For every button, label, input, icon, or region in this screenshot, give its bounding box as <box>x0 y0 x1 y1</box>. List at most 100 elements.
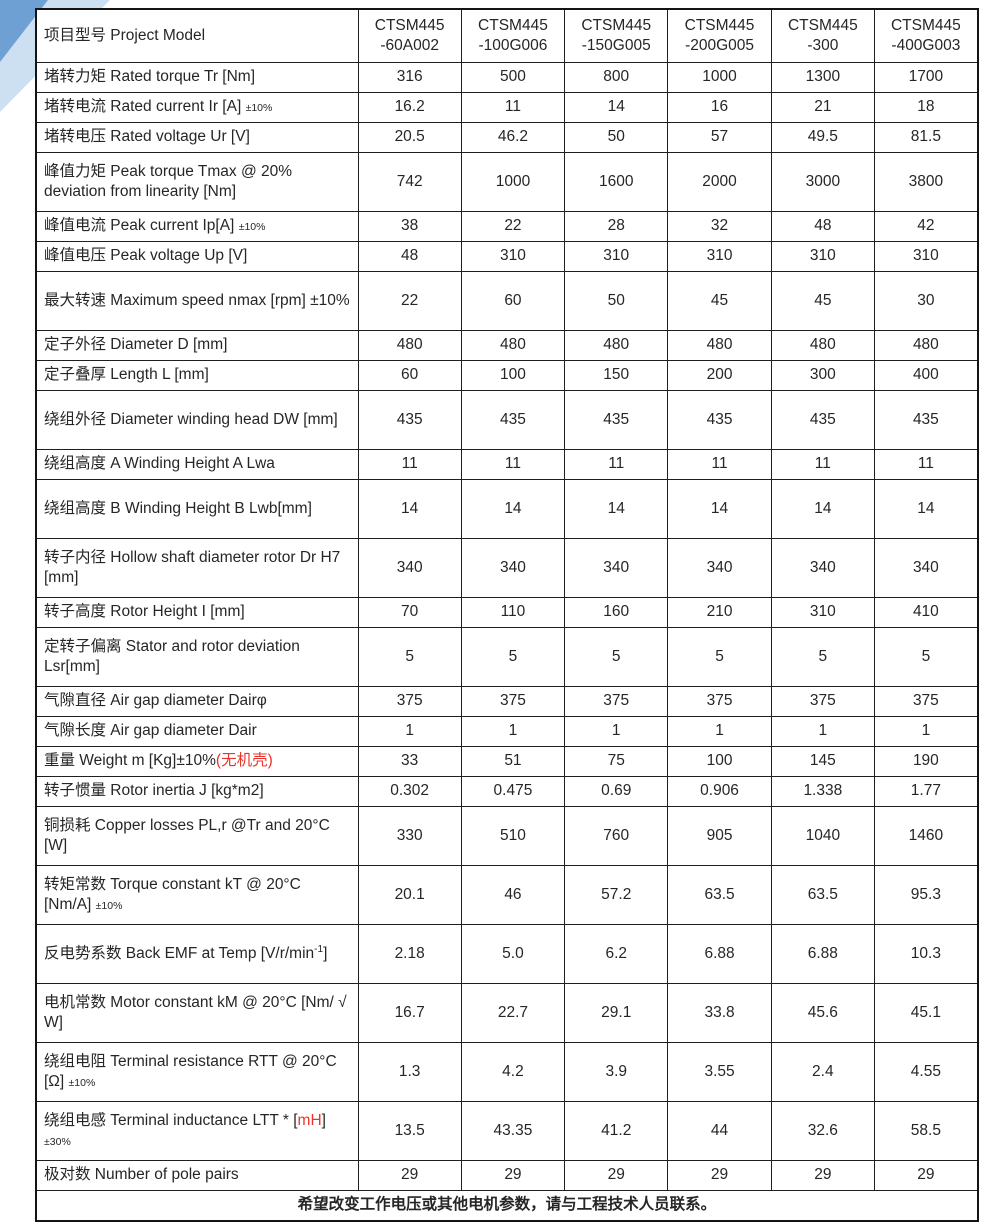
row-label-part: 气隙长度 Air gap diameter Dair <box>44 722 257 740</box>
model-name-line: -400G003 <box>891 37 961 54</box>
table-row: 反电势系数 Back EMF at Temp [V/r/min-1] 2.18 5.… <box>35 924 979 984</box>
spec-value-cell: 0.69 <box>564 776 669 807</box>
spec-value-cell: 28 <box>564 211 669 242</box>
row-label-part: ±30% <box>44 1136 71 1148</box>
row-label-part: (无机壳) <box>215 752 273 770</box>
row-label: 峰值电压 Peak voltage Up [V] <box>35 241 359 272</box>
spec-value-cell: 1.338 <box>770 776 875 807</box>
spec-value-cell: 5 <box>873 627 979 687</box>
spec-value-cell: 3000 <box>770 152 875 212</box>
spec-value-cell: 160 <box>564 597 669 628</box>
row-label: 绕组高度 A Winding Height A Lwa <box>35 449 359 480</box>
spec-value-cell: 190 <box>873 746 979 777</box>
row-label-part: 极对数 Number of pole pairs <box>44 1166 239 1184</box>
spec-value-cell: 0.475 <box>460 776 566 807</box>
spec-value-cell: 10.3 <box>873 924 979 984</box>
spec-value-cell: 5 <box>564 627 669 687</box>
spec-value-cell: 310 <box>460 241 566 272</box>
row-label-part: 电机常数 Motor constant kM @ 20°C [Nm/ √ W] <box>44 993 347 1031</box>
spec-value-cell: 1700 <box>873 62 979 93</box>
table-row: 峰值力矩 Peak torque Tmax @ 20% deviation fr… <box>35 152 979 212</box>
spec-value-cell: 310 <box>770 241 875 272</box>
column-header-model: CTSM445 -300 <box>770 8 875 63</box>
spec-value-cell: 410 <box>873 597 979 628</box>
row-label-part: 绕组外径 Diameter winding head DW [mm] <box>44 410 338 428</box>
row-label-part: mH <box>297 1111 322 1129</box>
spec-value-cell: 316 <box>357 62 462 93</box>
model-name-line: CTSM445 <box>684 16 755 34</box>
spec-value-cell: 13.5 <box>357 1101 462 1161</box>
spec-value-cell: 29 <box>460 1160 566 1191</box>
spec-value-cell: 340 <box>460 538 566 598</box>
spec-value-cell: 300 <box>770 360 875 391</box>
spec-value-cell: 480 <box>873 330 979 361</box>
row-label-part: 最大转速 Maximum speed nmax [rpm] ±10% <box>44 291 350 309</box>
table-row: 绕组高度 B Winding Height B Lwb[mm] 14 14 14 14 1… <box>35 479 979 539</box>
table-row: 定子外径 Diameter D [mm] 480 480 480 480 480 480 <box>35 330 979 361</box>
spec-value-cell: 375 <box>357 686 462 717</box>
row-label: 最大转速 Maximum speed nmax [rpm] ±10% <box>35 271 359 331</box>
row-label-part: 重量 Weight m [Kg]±10% <box>44 752 216 770</box>
spec-value-cell: 50 <box>564 271 669 331</box>
spec-value-cell: 905 <box>667 806 772 866</box>
spec-value-cell: 14 <box>357 479 462 539</box>
table-row: 转子高度 Rotor Height I [mm] 70 110 160 210 310 41… <box>35 597 979 628</box>
spec-value-cell: 63.5 <box>770 865 875 925</box>
row-label: 定子外径 Diameter D [mm] <box>35 330 359 361</box>
spec-value-cell: 45.6 <box>770 983 875 1043</box>
table-row: 极对数 Number of pole pairs 29 29 29 29 29 29 <box>35 1160 979 1191</box>
spec-value-cell: 11 <box>460 449 566 480</box>
row-label: 气隙直径 Air gap diameter Dairφ <box>35 686 359 717</box>
spec-value-cell: 435 <box>564 390 669 450</box>
column-header-model: CTSM445 -400G003 <box>873 8 979 63</box>
row-label-part: ] <box>321 1111 326 1129</box>
row-label-part: 绕组电感 Terminal inductance LTT * [ <box>44 1111 298 1129</box>
spec-value-cell: 21 <box>770 92 875 123</box>
spec-value-cell: 435 <box>357 390 462 450</box>
row-label: 气隙长度 Air gap diameter Dair <box>35 716 359 747</box>
spec-value-cell: 14 <box>873 479 979 539</box>
spec-value-cell: 3.9 <box>564 1042 669 1102</box>
spec-value-cell: 60 <box>357 360 462 391</box>
spec-value-cell: 310 <box>667 241 772 272</box>
spec-value-cell: 58.5 <box>873 1101 979 1161</box>
spec-value-cell: 2000 <box>667 152 772 212</box>
spec-value-cell: 375 <box>873 686 979 717</box>
table-row: 堵转电流 Rated current Ir [A] ±10% 16.2 11 14 16… <box>35 92 979 123</box>
spec-value-cell: 50 <box>564 122 669 153</box>
row-label: 定子叠厚 Length L [mm] <box>35 360 359 391</box>
spec-value-cell: 44 <box>667 1101 772 1161</box>
table-row: 铜损耗 Copper losses PL,r @Tr and 20°C [W] 3… <box>35 806 979 866</box>
row-label-part: 定子叠厚 Length L [mm] <box>44 366 209 384</box>
table-row: 转子惯量 Rotor inertia J [kg*m2] 0.302 0.475 0.… <box>35 776 979 807</box>
row-label: 反电势系数 Back EMF at Temp [V/r/min-1] <box>35 924 359 984</box>
row-label-part: 定子外径 Diameter D [mm] <box>44 336 228 354</box>
spec-value-cell: 0.302 <box>357 776 462 807</box>
spec-value-cell: 2.4 <box>770 1042 875 1102</box>
row-label-part: 堵转电压 Rated voltage Ur [V] <box>44 128 250 146</box>
row-label-part: 转子高度 Rotor Height I [mm] <box>44 603 245 621</box>
table-row: 电机常数 Motor constant kM @ 20°C [Nm/ √ W] 1… <box>35 983 979 1043</box>
spec-value-cell: 14 <box>564 92 669 123</box>
row-label-part: 转子惯量 Rotor inertia J [kg*m2] <box>44 782 264 800</box>
table-row: 转矩常数 Torque constant kT @ 20°C [Nm/A] ±1… <box>35 865 979 925</box>
spec-value-cell: 340 <box>873 538 979 598</box>
table-row: 绕组电感 Terminal inductance LTT * [mH] ±30%… <box>35 1101 979 1161</box>
spec-value-cell: 1 <box>667 716 772 747</box>
table-row: 峰值电流 Peak current Ip[A] ±10% 38 22 28 32 48 42 <box>35 211 979 242</box>
row-label-part: ±10% <box>245 102 273 115</box>
spec-value-cell: 4.55 <box>873 1042 979 1102</box>
model-name-line: CTSM445 <box>787 16 858 34</box>
spec-value-cell: 210 <box>667 597 772 628</box>
spec-value-cell: 1.77 <box>873 776 979 807</box>
spec-value-cell: 1 <box>460 716 566 747</box>
spec-value-cell: 5 <box>357 627 462 687</box>
model-name-line: -300 <box>807 37 839 54</box>
spec-value-cell: 500 <box>460 62 566 93</box>
spec-value-cell: 1600 <box>564 152 669 212</box>
spec-value-cell: 330 <box>357 806 462 866</box>
table-footer: 希望改变工作电压或其他电机参数，请与工程技术人员联系。 <box>35 1190 979 1222</box>
row-label: 绕组外径 Diameter winding head DW [mm] <box>35 390 359 450</box>
spec-value-cell: 46.2 <box>460 122 566 153</box>
spec-value-cell: 150 <box>564 360 669 391</box>
